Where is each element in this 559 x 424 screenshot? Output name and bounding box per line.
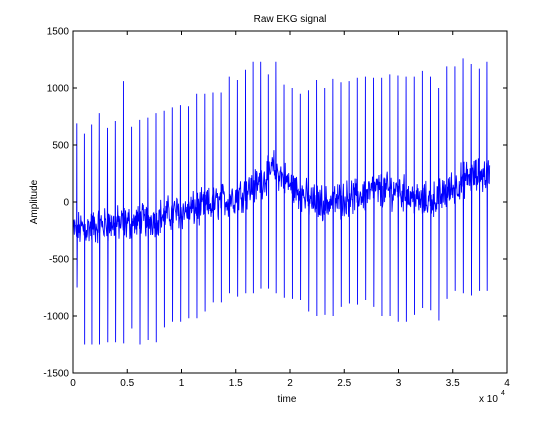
y-tick-label: -500 xyxy=(49,255,69,266)
ekg-signal-line xyxy=(72,58,491,345)
plot-area xyxy=(72,30,508,374)
y-tick-label: 500 xyxy=(52,141,69,152)
x-axis-exponent-power: 4 xyxy=(501,390,505,397)
chart-title: Raw EKG signal xyxy=(254,14,327,25)
y-tick-label: -1500 xyxy=(43,369,69,380)
y-tick-label: 0 xyxy=(63,198,69,209)
x-tick-label: 2 xyxy=(287,378,293,389)
x-tick-label: 1.5 xyxy=(229,378,243,389)
y-tick-label: 1500 xyxy=(47,27,70,38)
x-tick-label: 4 xyxy=(504,378,510,389)
x-tick-label: 3 xyxy=(396,378,402,389)
x-axis: 0 0.5 1 1.5 2 2.5 3 3.5 4 xyxy=(70,31,510,389)
y-tick-label: 1000 xyxy=(47,84,70,95)
y-axis-label: Amplitude xyxy=(29,179,40,224)
x-axis-exponent-base: x 10 xyxy=(479,394,498,405)
x-tick-label: 0.5 xyxy=(120,378,134,389)
y-axis: -1500 -1000 -500 0 500 1000 1500 xyxy=(43,27,507,380)
x-tick-label: 2.5 xyxy=(337,378,351,389)
y-tick-label: -1000 xyxy=(43,312,69,323)
x-tick-label: 0 xyxy=(70,378,76,389)
x-axis-label: time xyxy=(278,394,297,405)
x-tick-label: 1 xyxy=(179,378,185,389)
data-layer xyxy=(72,58,491,345)
x-tick-label: 3.5 xyxy=(446,378,460,389)
